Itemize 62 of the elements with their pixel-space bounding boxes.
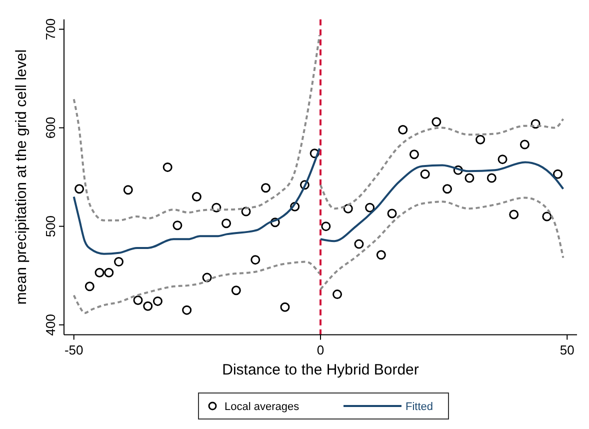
point [553, 169, 563, 179]
point [94, 268, 104, 278]
text: Fitted [406, 401, 434, 413]
point [260, 183, 270, 193]
point [509, 210, 519, 220]
point [476, 134, 486, 144]
point [114, 257, 124, 267]
point [376, 250, 386, 260]
point [74, 184, 84, 194]
point [250, 255, 260, 265]
point [464, 173, 474, 183]
line-series [320, 118, 564, 210]
point [222, 218, 232, 228]
line-series [72, 34, 321, 222]
point [387, 208, 397, 218]
point [300, 180, 310, 190]
x-tick-label: 50 [560, 342, 574, 358]
point [231, 286, 241, 296]
point [332, 290, 342, 300]
point [486, 173, 496, 183]
point [398, 125, 408, 135]
point [202, 272, 212, 282]
point [520, 140, 530, 150]
point [453, 165, 463, 175]
y-axis-title: mean precipitation at the grid cell level [13, 49, 30, 305]
point [143, 301, 153, 311]
point [343, 204, 353, 214]
line-series [320, 196, 564, 290]
point [192, 192, 202, 202]
point [420, 169, 430, 179]
point [172, 220, 182, 230]
point [123, 185, 133, 195]
point [354, 239, 364, 249]
point [310, 148, 320, 158]
line-series [72, 260, 321, 314]
point [542, 212, 552, 222]
y-tick-label: 500 [43, 215, 58, 238]
point [280, 302, 290, 312]
y-tick-label: 600 [43, 116, 58, 139]
point [162, 162, 172, 172]
point [270, 218, 280, 228]
point [409, 150, 419, 160]
y-tick-label: 400 [43, 314, 58, 336]
point [530, 119, 540, 129]
legend-label: Local averages [224, 401, 300, 413]
point [321, 222, 331, 232]
point [290, 202, 300, 212]
x-tick-label: 0 [316, 342, 324, 358]
x-axis-title: Distance to the Hybrid Border [222, 362, 419, 379]
x-tick-label: -50 [64, 342, 84, 358]
point [84, 282, 94, 292]
point [498, 154, 508, 164]
point [432, 117, 442, 127]
point [182, 305, 192, 315]
point [442, 184, 452, 194]
point [133, 295, 143, 305]
point [212, 202, 222, 212]
y-tick-label: 700 [43, 18, 58, 40]
point [104, 268, 114, 278]
point [365, 202, 375, 212]
point [241, 206, 251, 216]
point [152, 296, 162, 306]
